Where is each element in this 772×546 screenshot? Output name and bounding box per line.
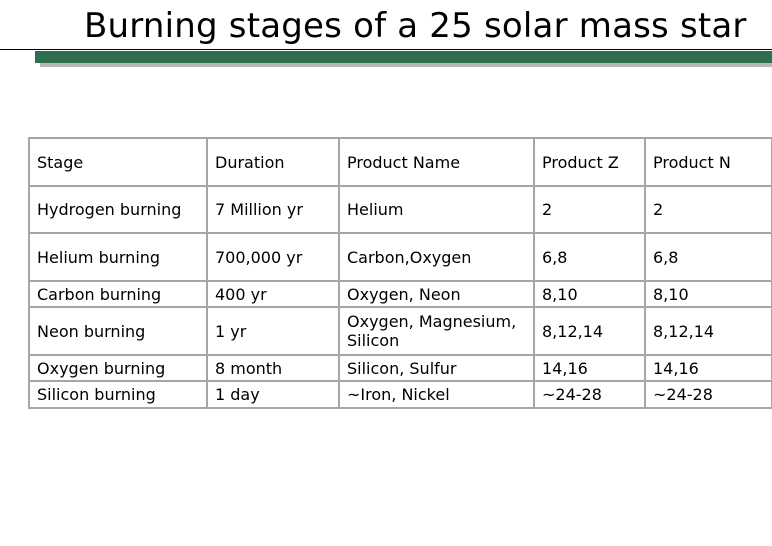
cell-product-n: ~24-28 <box>644 380 772 409</box>
cell-duration: 1 day <box>206 380 340 409</box>
table-row: Helium burning 700,000 yr Carbon,Oxygen … <box>28 232 772 282</box>
cell-product-name: Oxygen, Magnesium, Silicon <box>338 306 535 356</box>
table-header-row: Stage Duration Product Name Product Z Pr… <box>28 137 772 187</box>
cell-duration: 700,000 yr <box>206 232 340 282</box>
cell-product-n: 2 <box>644 185 772 234</box>
cell-product-z: 2 <box>533 185 646 234</box>
cell-product-z: 6,8 <box>533 232 646 282</box>
cell-stage: Helium burning <box>28 232 208 282</box>
cell-product-n: 6,8 <box>644 232 772 282</box>
cell-product-z: 8,12,14 <box>533 306 646 356</box>
cell-product-name: Helium <box>338 185 535 234</box>
cell-product-z: ~24-28 <box>533 380 646 409</box>
slide-title: Burning stages of a 25 solar mass star <box>84 6 747 46</box>
header-product-name: Product Name <box>338 137 535 187</box>
cell-stage: Oxygen burning <box>28 354 208 382</box>
cell-product-name: ~Iron, Nickel <box>338 380 535 409</box>
header-stage: Stage <box>28 137 208 187</box>
cell-stage: Carbon burning <box>28 280 208 308</box>
table-row: Oxygen burning 8 month Silicon, Sulfur 1… <box>28 354 772 382</box>
cell-stage: Silicon burning <box>28 380 208 409</box>
cell-product-z: 14,16 <box>533 354 646 382</box>
cell-product-n: 14,16 <box>644 354 772 382</box>
cell-duration: 7 Million yr <box>206 185 340 234</box>
table-row: Carbon burning 400 yr Oxygen, Neon 8,10 … <box>28 280 772 308</box>
cell-product-n: 8,10 <box>644 280 772 308</box>
table-row: Neon burning 1 yr Oxygen, Magnesium, Sil… <box>28 306 772 356</box>
cell-stage: Neon burning <box>28 306 208 356</box>
header-product-n: Product N <box>644 137 772 187</box>
title-accent-bar <box>35 51 772 63</box>
cell-duration: 400 yr <box>206 280 340 308</box>
table-row: Silicon burning 1 day ~Iron, Nickel ~24-… <box>28 380 772 409</box>
cell-product-z: 8,10 <box>533 280 646 308</box>
table-row: Hydrogen burning 7 Million yr Helium 2 2 <box>28 185 772 234</box>
cell-product-name: Silicon, Sulfur <box>338 354 535 382</box>
cell-product-name: Carbon,Oxygen <box>338 232 535 282</box>
cell-duration: 8 month <box>206 354 340 382</box>
title-underline-rule <box>0 49 772 50</box>
cell-product-n: 8,12,14 <box>644 306 772 356</box>
cell-product-name: Oxygen, Neon <box>338 280 535 308</box>
cell-stage: Hydrogen burning <box>28 185 208 234</box>
cell-duration: 1 yr <box>206 306 340 356</box>
burning-stages-table: Stage Duration Product Name Product Z Pr… <box>28 137 772 409</box>
header-duration: Duration <box>206 137 340 187</box>
header-product-z: Product Z <box>533 137 646 187</box>
